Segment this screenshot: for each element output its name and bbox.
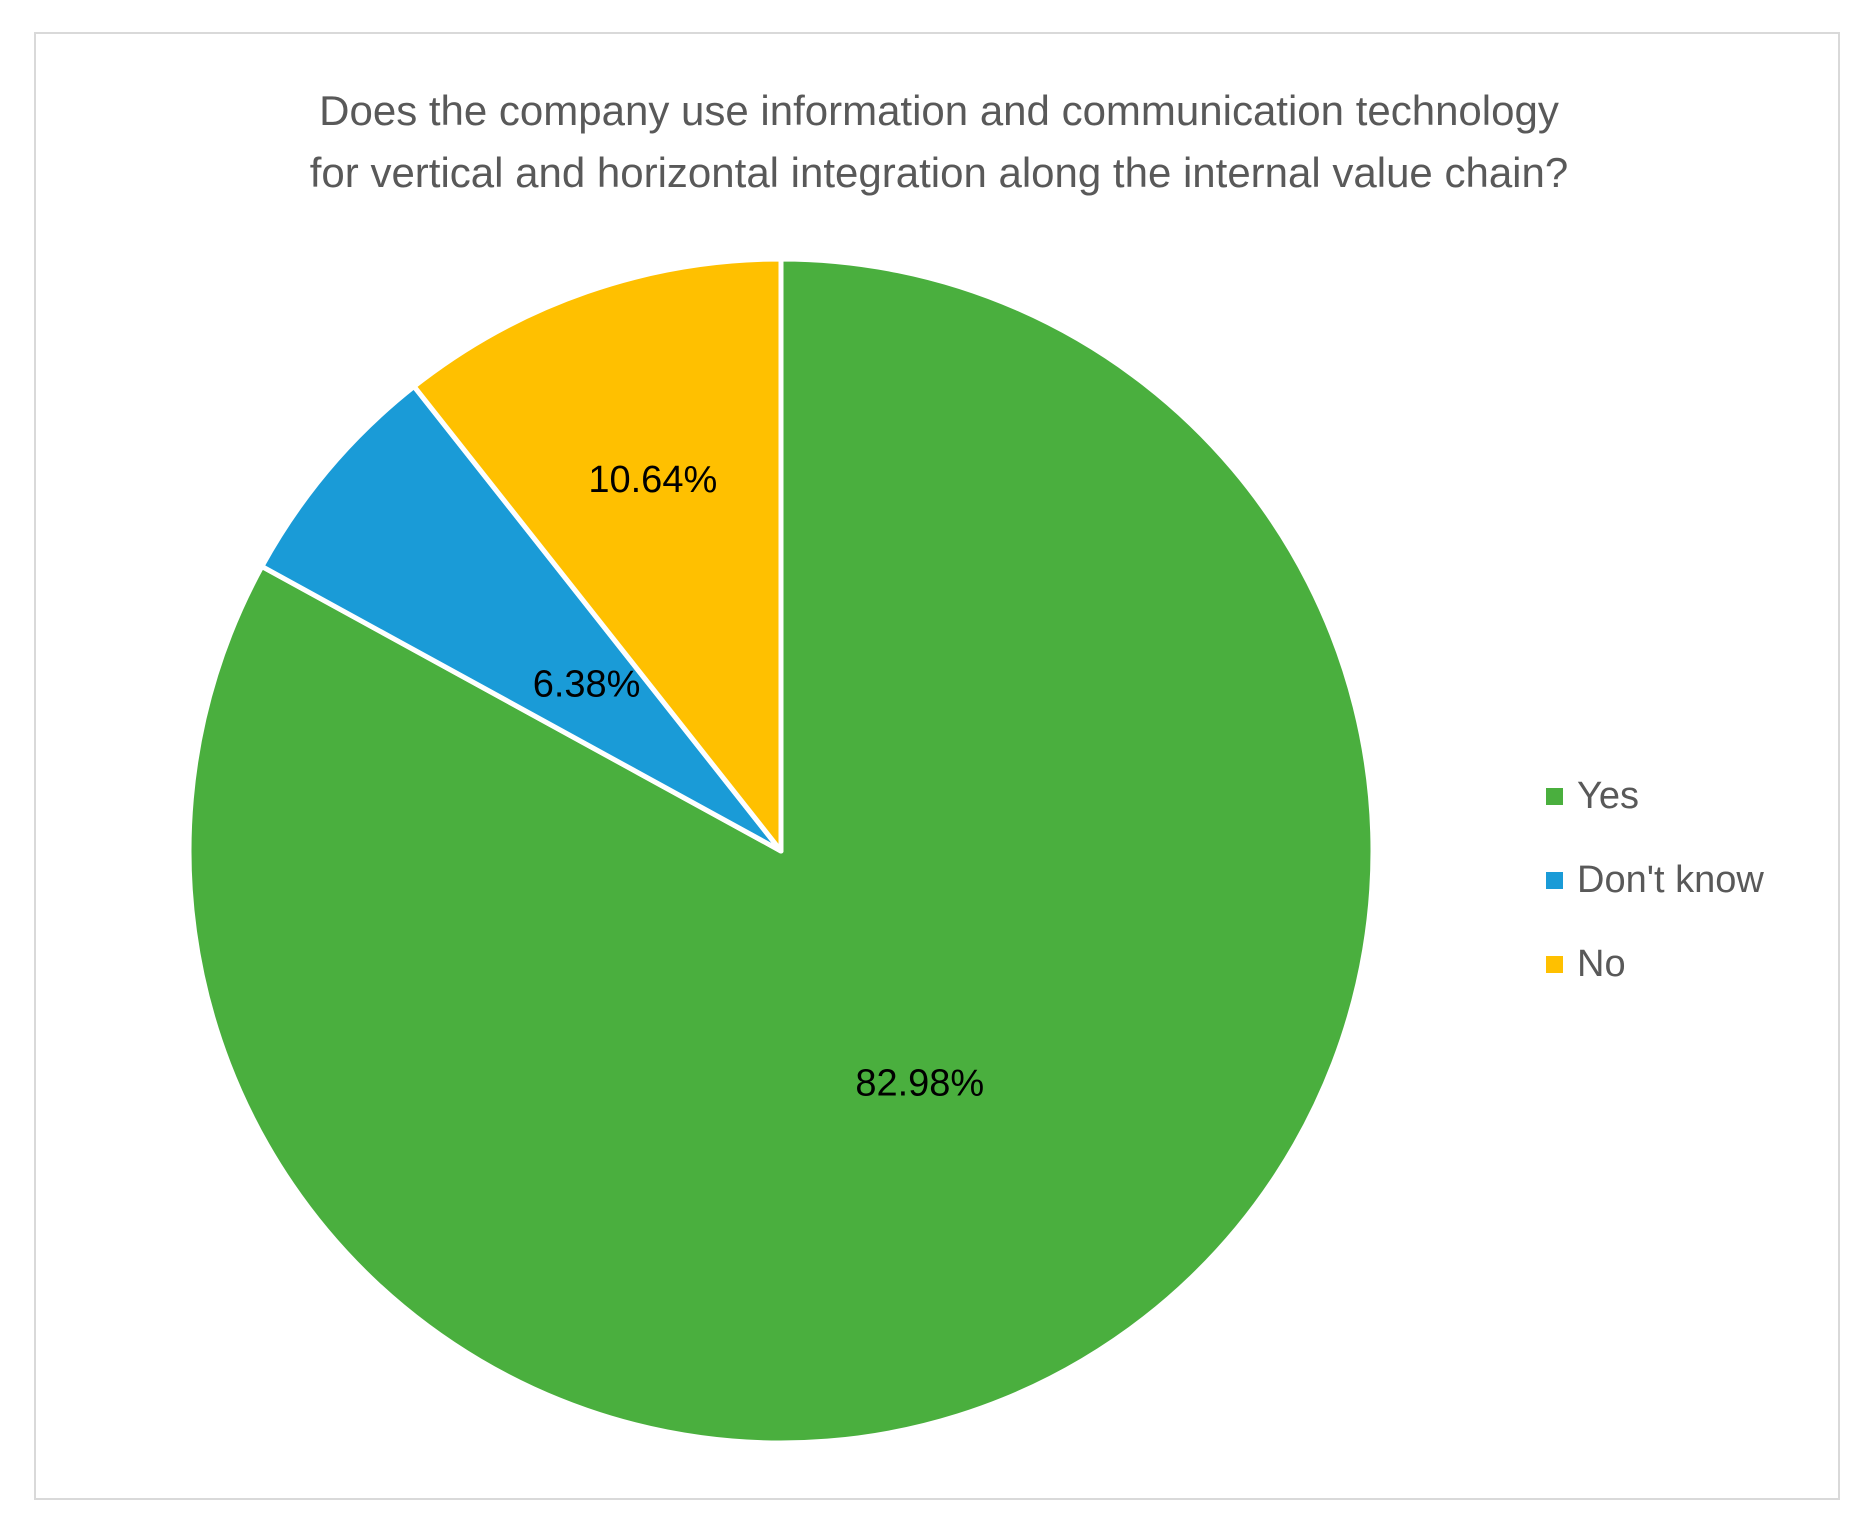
- legend-swatch-no: [1546, 955, 1563, 973]
- legend-item-don-t-know: Don't know: [1546, 838, 1764, 922]
- pie-chart: 82.98% 6.38% 10.64%: [186, 256, 1376, 1446]
- legend-swatch-don-t-know: [1546, 871, 1563, 889]
- data-label-don-t-know: 6.38%: [533, 664, 641, 706]
- legend-label-don-t-know: Don't know: [1577, 858, 1764, 901]
- chart-frame: Does the company use information and com…: [34, 32, 1840, 1500]
- pie-slices: [186, 256, 1376, 1446]
- chart-title-line-2: for vertical and horizontal integration …: [309, 149, 1569, 196]
- legend-label-no: No: [1577, 942, 1626, 985]
- legend-swatch-yes: [1546, 787, 1563, 805]
- pie-data-labels: 82.98% 6.38% 10.64%: [533, 459, 984, 1104]
- legend-item-yes: Yes: [1546, 754, 1764, 838]
- chart-title-line-1: Does the company use information and com…: [319, 87, 1559, 134]
- legend: Yes Don't know No: [1546, 754, 1764, 1006]
- data-label-yes: 82.98%: [855, 1062, 984, 1104]
- pie-slice-don-t-know: [259, 383, 784, 854]
- data-label-no: 10.64%: [588, 459, 717, 501]
- legend-item-no: No: [1546, 922, 1764, 1006]
- chart-title: Does the company use information and com…: [36, 80, 1842, 204]
- legend-label-yes: Yes: [1577, 774, 1639, 817]
- pie-slice-no: [411, 256, 784, 854]
